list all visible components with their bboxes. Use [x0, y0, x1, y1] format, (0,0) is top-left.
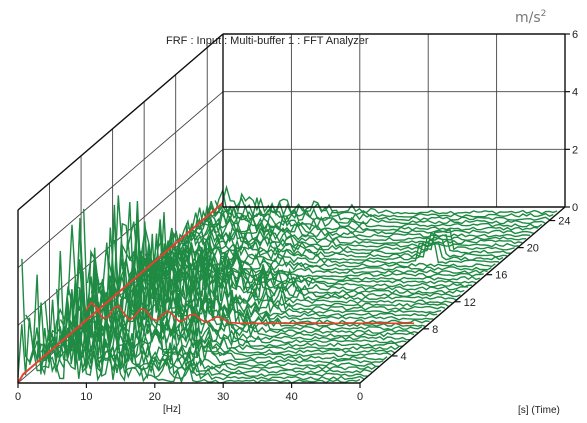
- y-tick-label: 8: [432, 324, 438, 336]
- waterfall-trace: [98, 204, 442, 315]
- x-tick-label: 30: [217, 391, 229, 403]
- waterfall-trace: [113, 212, 457, 301]
- z-tick-label: 4: [572, 87, 578, 99]
- y-tick-label: 12: [464, 297, 476, 309]
- waterfall-trace: [25, 297, 368, 378]
- waterfall-trace: [125, 221, 469, 291]
- x-axis-label: [Hz]: [163, 404, 181, 415]
- waterfall-trace: [184, 216, 527, 242]
- waterfall-trace: [17, 296, 361, 384]
- frame-edge: [17, 33, 224, 211]
- side-wall-gridline: [17, 91, 224, 269]
- z-unit-label: m/s2: [515, 9, 546, 26]
- y-axis-label: [s] (Time): [518, 405, 560, 416]
- x-tick-label: 0: [357, 391, 363, 403]
- waterfall-trace: [199, 206, 543, 228]
- x-tick-label: 20: [149, 391, 161, 403]
- waterfall-trace: [44, 281, 388, 361]
- z-tick-label: 0: [572, 202, 578, 214]
- y-tick-label: 4: [401, 351, 407, 363]
- z-unit-base: m/s: [515, 10, 541, 26]
- x-tick-label: 40: [285, 391, 297, 403]
- waterfall-trace: [106, 195, 450, 308]
- chart-title: FRF : Input : Multi-buffer 1 : FFT Analy…: [166, 35, 369, 47]
- highlight-trace: [17, 201, 224, 384]
- highlight-traces: [17, 201, 415, 384]
- frame-edge: [359, 206, 566, 384]
- z-tick-label: 2: [572, 144, 578, 156]
- waterfall-traces: [17, 184, 558, 384]
- y-tick-label: 16: [495, 270, 507, 282]
- waterfall-trace: [203, 203, 546, 225]
- waterfall-trace: [129, 222, 473, 288]
- axes-frame: [17, 33, 566, 384]
- x-tick-label: 0: [15, 391, 21, 403]
- highlight-trace: [85, 301, 415, 325]
- x-tick-label: 10: [80, 391, 92, 403]
- y-tick-label: 24: [558, 216, 570, 228]
- waterfall-trace: [21, 258, 365, 381]
- waterfall-trace: [210, 188, 554, 218]
- waterfall-trace: [71, 225, 415, 339]
- z-tick-label: 6: [572, 29, 578, 41]
- y-tick-label: 20: [527, 243, 539, 255]
- waterfall-trace: [175, 223, 519, 248]
- waterfall-trace: [168, 230, 511, 255]
- waterfall-trace: [214, 184, 558, 215]
- z-unit-exponent: 2: [541, 9, 547, 19]
- waterfall-trace: [164, 233, 507, 258]
- waterfall-trace: [191, 208, 535, 235]
- waterfall-trace: [156, 240, 500, 265]
- waterfall-trace: [32, 279, 376, 371]
- side-wall-gridline: [17, 148, 224, 326]
